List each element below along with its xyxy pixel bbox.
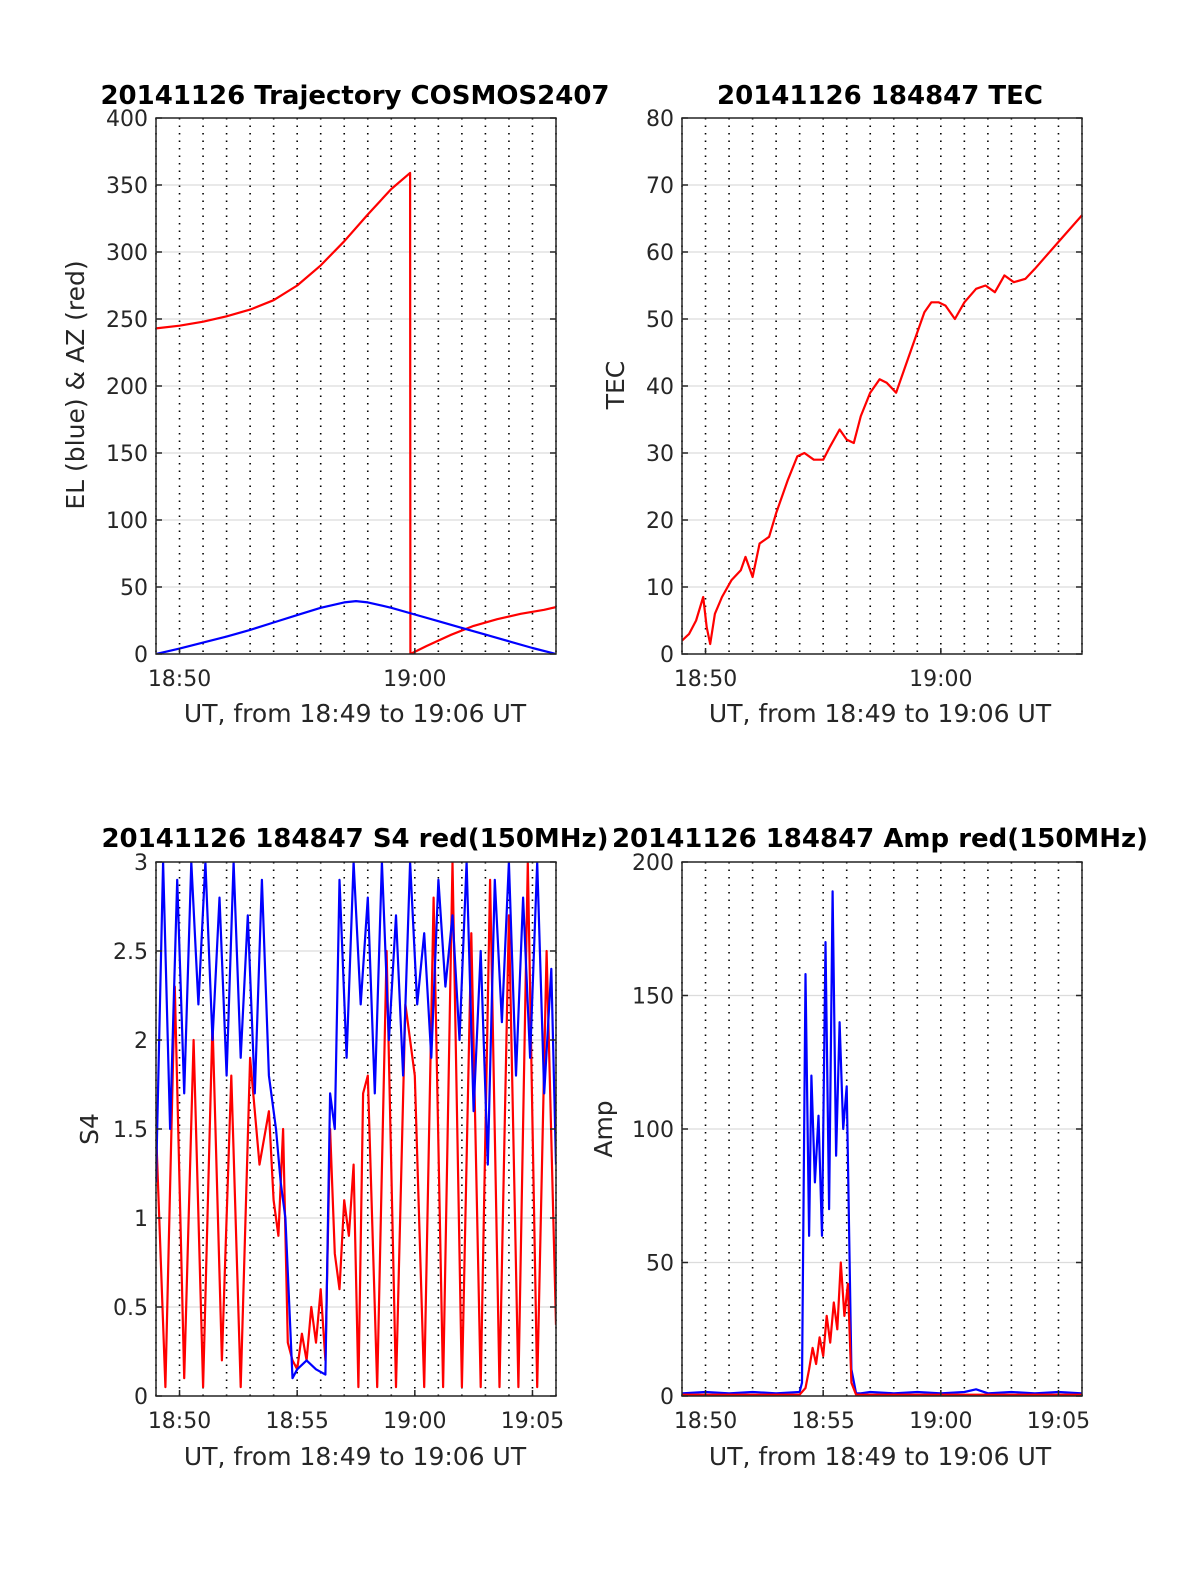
y-tick-label: 400 xyxy=(106,107,148,132)
y-tick-label: 60 xyxy=(646,241,674,266)
y-axis-label: Amp xyxy=(589,1100,618,1157)
x-tick-label: 19:05 xyxy=(501,1409,564,1434)
series-line xyxy=(682,214,1082,646)
series-line xyxy=(682,1261,1082,1396)
y-tick-label: 0 xyxy=(660,1385,674,1410)
x-tick-label: 19:00 xyxy=(383,667,446,692)
chart-title: 20141126 184847 Amp red(150MHz) xyxy=(612,824,1148,854)
y-tick-label: 350 xyxy=(106,174,148,199)
chart-title: 20141126 184847 S4 red(150MHz) xyxy=(101,824,608,854)
y-tick-label: 30 xyxy=(646,442,674,467)
y-tick-label: 70 xyxy=(646,174,674,199)
x-axis-label: UT, from 18:49 to 19:06 UT xyxy=(184,699,527,728)
series-group xyxy=(156,171,556,654)
y-tick-label: 3 xyxy=(134,851,148,876)
series-line xyxy=(682,890,1082,1395)
x-axis-label: UT, from 18:49 to 19:06 UT xyxy=(184,1442,527,1471)
y-tick-label: 150 xyxy=(632,985,674,1010)
series-group xyxy=(682,214,1082,646)
y-axis-label: EL (blue) & AZ (red) xyxy=(61,260,90,509)
chart-title: 20141126 184847 TEC xyxy=(717,81,1043,111)
x-tick-label: 19:00 xyxy=(383,1409,446,1434)
y-tick-label: 1 xyxy=(134,1207,148,1232)
y-tick-label: 100 xyxy=(106,509,148,534)
x-tick-label: 18:50 xyxy=(148,1409,211,1434)
series-group xyxy=(682,890,1082,1396)
x-tick-label: 19:00 xyxy=(909,1409,972,1434)
y-axis-label: S4 xyxy=(75,1113,104,1145)
s4-panel: 20141126 184847 S4 red(150MHz) UT, from … xyxy=(75,824,609,1471)
x-axis-label: UT, from 18:49 to 19:06 UT xyxy=(709,1442,1052,1471)
series-line xyxy=(156,862,556,1380)
amp-panel: 20141126 184847 Amp red(150MHz) UT, from… xyxy=(589,824,1148,1471)
series-group xyxy=(156,862,556,1389)
y-tick-label: 150 xyxy=(106,442,148,467)
x-tick-label: 19:05 xyxy=(1027,1409,1090,1434)
y-tick-label: 300 xyxy=(106,241,148,266)
y-tick-label: 1.5 xyxy=(113,1118,148,1143)
y-tick-label: 80 xyxy=(646,107,674,132)
y-tick-label: 2.5 xyxy=(113,940,148,965)
y-tick-label: 50 xyxy=(646,308,674,333)
x-tick-label: 19:00 xyxy=(909,667,972,692)
series-line xyxy=(156,862,556,1389)
y-tick-label: 250 xyxy=(106,308,148,333)
y-tick-label: 50 xyxy=(646,1252,674,1277)
chart-title: 20141126 Trajectory COSMOS2407 xyxy=(100,81,609,111)
x-tick-label: 18:55 xyxy=(265,1409,328,1434)
y-tick-label: 50 xyxy=(120,576,148,601)
y-tick-label: 40 xyxy=(646,375,674,400)
series-line xyxy=(156,171,556,654)
y-tick-label: 200 xyxy=(106,375,148,400)
y-axis-label: TEC xyxy=(601,361,630,411)
y-tick-label: 0 xyxy=(134,1385,148,1410)
y-tick-label: 200 xyxy=(632,851,674,876)
y-tick-label: 100 xyxy=(632,1118,674,1143)
y-tick-label: 0 xyxy=(134,643,148,668)
x-axis-label: UT, from 18:49 to 19:06 UT xyxy=(709,699,1052,728)
trajectory-panel: 20141126 Trajectory COSMOS2407 UT, from … xyxy=(61,81,610,728)
x-tick-label: 18:50 xyxy=(148,667,211,692)
y-tick-label: 20 xyxy=(646,509,674,534)
y-tick-label: 0.5 xyxy=(113,1296,148,1321)
series-line xyxy=(156,599,556,654)
tec-panel: 20141126 184847 TEC UT, from 18:49 to 19… xyxy=(601,81,1083,728)
x-tick-label: 18:50 xyxy=(674,1409,737,1434)
x-tick-label: 18:50 xyxy=(674,667,737,692)
y-tick-label: 10 xyxy=(646,576,674,601)
y-tick-label: 2 xyxy=(134,1029,148,1054)
y-tick-label: 0 xyxy=(660,643,674,668)
x-tick-label: 18:55 xyxy=(791,1409,854,1434)
